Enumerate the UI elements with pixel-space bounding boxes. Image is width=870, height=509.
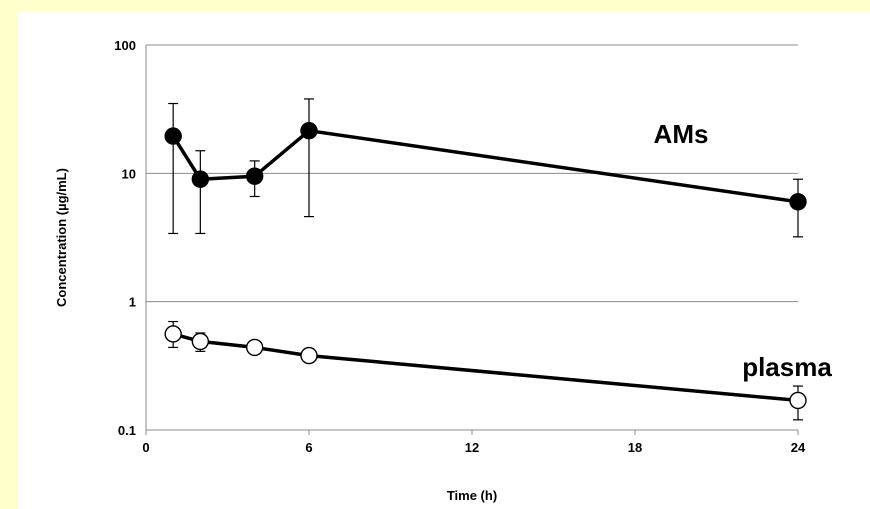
series-group bbox=[164, 98, 807, 421]
chart-frame: 0.1 1 10 100 0 6 12 18 24 Time (h) Concentration… bbox=[18, 12, 870, 509]
tick-labels: 0.1 1 10 100 0 6 12 18 24 bbox=[114, 38, 806, 455]
x-tick-label: 0 bbox=[142, 440, 149, 455]
series-ams bbox=[164, 98, 807, 238]
y-tick-label: 1 bbox=[129, 295, 136, 310]
series-plasma bbox=[164, 320, 807, 421]
data-point bbox=[245, 338, 264, 357]
axes bbox=[145, 45, 799, 435]
data-point bbox=[300, 121, 318, 140]
data-point bbox=[245, 167, 264, 185]
line-chart: 0.1 1 10 100 0 6 12 18 24 Time (h) Concentration… bbox=[54, 38, 832, 503]
x-tick-label: 12 bbox=[465, 440, 479, 455]
x-axis-label: Time (h) bbox=[447, 488, 497, 503]
grid-lines bbox=[146, 44, 798, 303]
data-point bbox=[164, 325, 182, 343]
series-label-ams: AMs bbox=[654, 119, 709, 149]
data-point bbox=[789, 193, 807, 211]
data-point bbox=[300, 346, 318, 365]
y-tick-label: 10 bbox=[122, 166, 136, 181]
y-tick-label: 100 bbox=[114, 38, 136, 53]
x-tick-label: 24 bbox=[791, 440, 806, 455]
series-line bbox=[172, 332, 799, 403]
x-tick-label: 18 bbox=[628, 440, 642, 455]
y-tick-label: 0.1 bbox=[118, 423, 136, 438]
data-point bbox=[191, 170, 210, 188]
data-point bbox=[789, 391, 807, 410]
data-point bbox=[164, 127, 182, 145]
series-label-plasma: plasma bbox=[742, 352, 832, 382]
x-tick-label: 6 bbox=[305, 440, 312, 455]
y-axis-label: Concentration (µg/mL) bbox=[54, 168, 69, 307]
data-point bbox=[191, 332, 210, 351]
